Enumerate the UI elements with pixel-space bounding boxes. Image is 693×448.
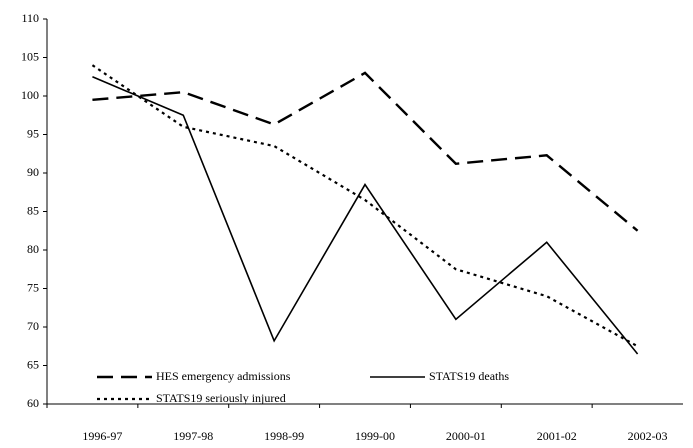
y-tick-label: 95 <box>27 126 39 140</box>
legend-label: STATS19 deaths <box>429 369 509 383</box>
x-tick-label: 2002-03 <box>628 429 668 443</box>
legend-label: STATS19 seriously injured <box>156 391 286 405</box>
x-tick-label: 2000-01 <box>446 429 486 443</box>
y-tick-label: 60 <box>27 396 39 410</box>
y-tick-label: 75 <box>27 280 39 294</box>
x-tick-label: 2001-02 <box>537 429 577 443</box>
legend-label: HES emergency admissions <box>156 369 291 383</box>
y-tick-label: 80 <box>27 242 39 256</box>
x-tick-label: 1999-00 <box>355 429 395 443</box>
x-tick-label: 1997-98 <box>173 429 213 443</box>
x-tick-label: 1996-97 <box>82 429 122 443</box>
y-tick-label: 105 <box>21 49 39 63</box>
y-tick-label: 110 <box>21 11 39 25</box>
series-line <box>92 71 639 232</box>
x-tick-label: 1998-99 <box>264 429 304 443</box>
series-line <box>92 76 639 355</box>
y-tick-label: 90 <box>27 165 39 179</box>
y-tick-label: 70 <box>27 319 39 333</box>
y-tick-label: 85 <box>27 203 39 217</box>
series-line <box>91 64 639 348</box>
y-tick-label: 100 <box>21 88 39 102</box>
y-tick-label: 65 <box>27 357 39 371</box>
